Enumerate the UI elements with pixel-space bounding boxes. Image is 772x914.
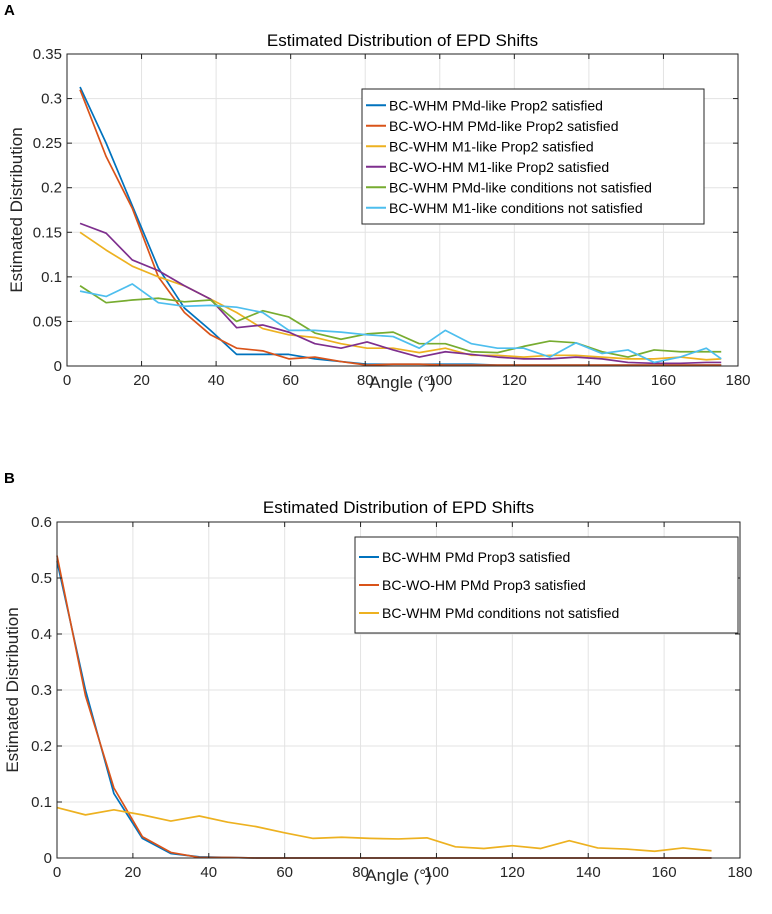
- y-tick-label: 0.6: [31, 514, 52, 531]
- x-tick-label: 60: [276, 864, 293, 881]
- x-tick-label: 0: [63, 372, 71, 389]
- series-line-4: [79, 222, 722, 365]
- legend-label-6: BC-WHM M1-like conditions not satisfied: [389, 200, 643, 216]
- legend: BC-WHM PMd-like Prop2 satisfied BC-WO-HM …: [361, 88, 705, 225]
- y-tick-label: 0.05: [33, 313, 62, 330]
- x-tick-label: 20: [125, 864, 142, 881]
- chart-b: 0 20 40 60 80 100 120 140 160 180 0 0.1 0.2 0.3 0.4 0.5…: [3, 498, 753, 885]
- chart-title: Estimated Distribution of EPD Shifts: [263, 498, 534, 517]
- y-tick-label: 0.2: [41, 180, 62, 197]
- x-tick-label: 100: [427, 372, 452, 389]
- y-tick-label: 0.3: [31, 682, 52, 699]
- y-axis-title: Estimated Distribution: [7, 127, 26, 292]
- x-tick-label: 180: [725, 372, 750, 389]
- panel-letter-a: A: [4, 2, 15, 19]
- legend: BC-WHM PMd Prop3 satisfied BC-WO-HM PMd P…: [354, 536, 739, 634]
- legend-label-3: BC-WHM PMd conditions not satisfied: [382, 605, 619, 621]
- y-tick-label: 0.25: [33, 135, 62, 152]
- x-tick-label: 140: [576, 864, 601, 881]
- x-tick-label: 160: [651, 372, 676, 389]
- series-line-2: [79, 89, 722, 366]
- series-line-5: [79, 285, 722, 358]
- x-tick-label: 20: [133, 372, 150, 389]
- x-tick-label: 40: [208, 372, 225, 389]
- y-tick-label: 0.4: [31, 626, 52, 643]
- axes-box: [66, 53, 739, 367]
- x-tick-label: 180: [727, 864, 752, 881]
- legend-label-4: BC-WO-HM M1-like Prop2 satisfied: [389, 159, 609, 175]
- legend-box: [361, 88, 705, 225]
- series-line-3: [56, 806, 712, 853]
- y-tick-label: 0.2: [31, 738, 52, 755]
- y-axis-title: Estimated Distribution: [3, 607, 22, 772]
- series-line-6: [79, 283, 722, 364]
- y-tick-label: 0: [54, 358, 62, 375]
- y-tick-label: 0.3: [41, 91, 62, 108]
- y-tick-label: 0.1: [41, 269, 62, 286]
- x-tick-label: 80: [357, 372, 374, 389]
- chart-title: Estimated Distribution of EPD Shifts: [267, 31, 538, 50]
- legend-label-1: BC-WHM PMd-like Prop2 satisfied: [389, 97, 603, 113]
- legend-label-2: BC-WO-HM PMd Prop3 satisfied: [382, 577, 586, 593]
- x-tick-label: 120: [500, 864, 525, 881]
- x-axis-title: Angle (°): [365, 866, 431, 885]
- x-tick-label: 120: [502, 372, 527, 389]
- y-tick-label: 0: [44, 850, 52, 867]
- y-tick-label: 0.1: [31, 794, 52, 811]
- y-tick-label: 0.35: [33, 46, 62, 63]
- x-axis-title: Angle (°): [369, 373, 435, 392]
- legend-label-1: BC-WHM PMd Prop3 satisfied: [382, 549, 570, 565]
- chart-a: 0 20 40 60 80 100 120 140 160 180 0 0.05 0.1 0.15 0.2 0…: [7, 31, 751, 392]
- legend-label-5: BC-WHM PMd-like conditions not satisfied: [389, 179, 652, 195]
- x-tick-label: 140: [576, 372, 601, 389]
- x-tick-label: 160: [652, 864, 677, 881]
- x-tick-label: 0: [53, 864, 61, 881]
- x-tick-label: 60: [282, 372, 299, 389]
- y-tick-label: 0.5: [31, 570, 52, 587]
- legend-box: [354, 536, 739, 634]
- x-tick-label: 40: [200, 864, 217, 881]
- x-tick-label: 100: [424, 864, 449, 881]
- y-tick-label: 0.15: [33, 224, 62, 241]
- x-tick-label: 80: [352, 864, 369, 881]
- panel-letter-b: B: [4, 470, 15, 487]
- legend-label-2: BC-WO-HM PMd-like Prop2 satisfied: [389, 118, 619, 134]
- legend-label-3: BC-WHM M1-like Prop2 satisfied: [389, 138, 594, 154]
